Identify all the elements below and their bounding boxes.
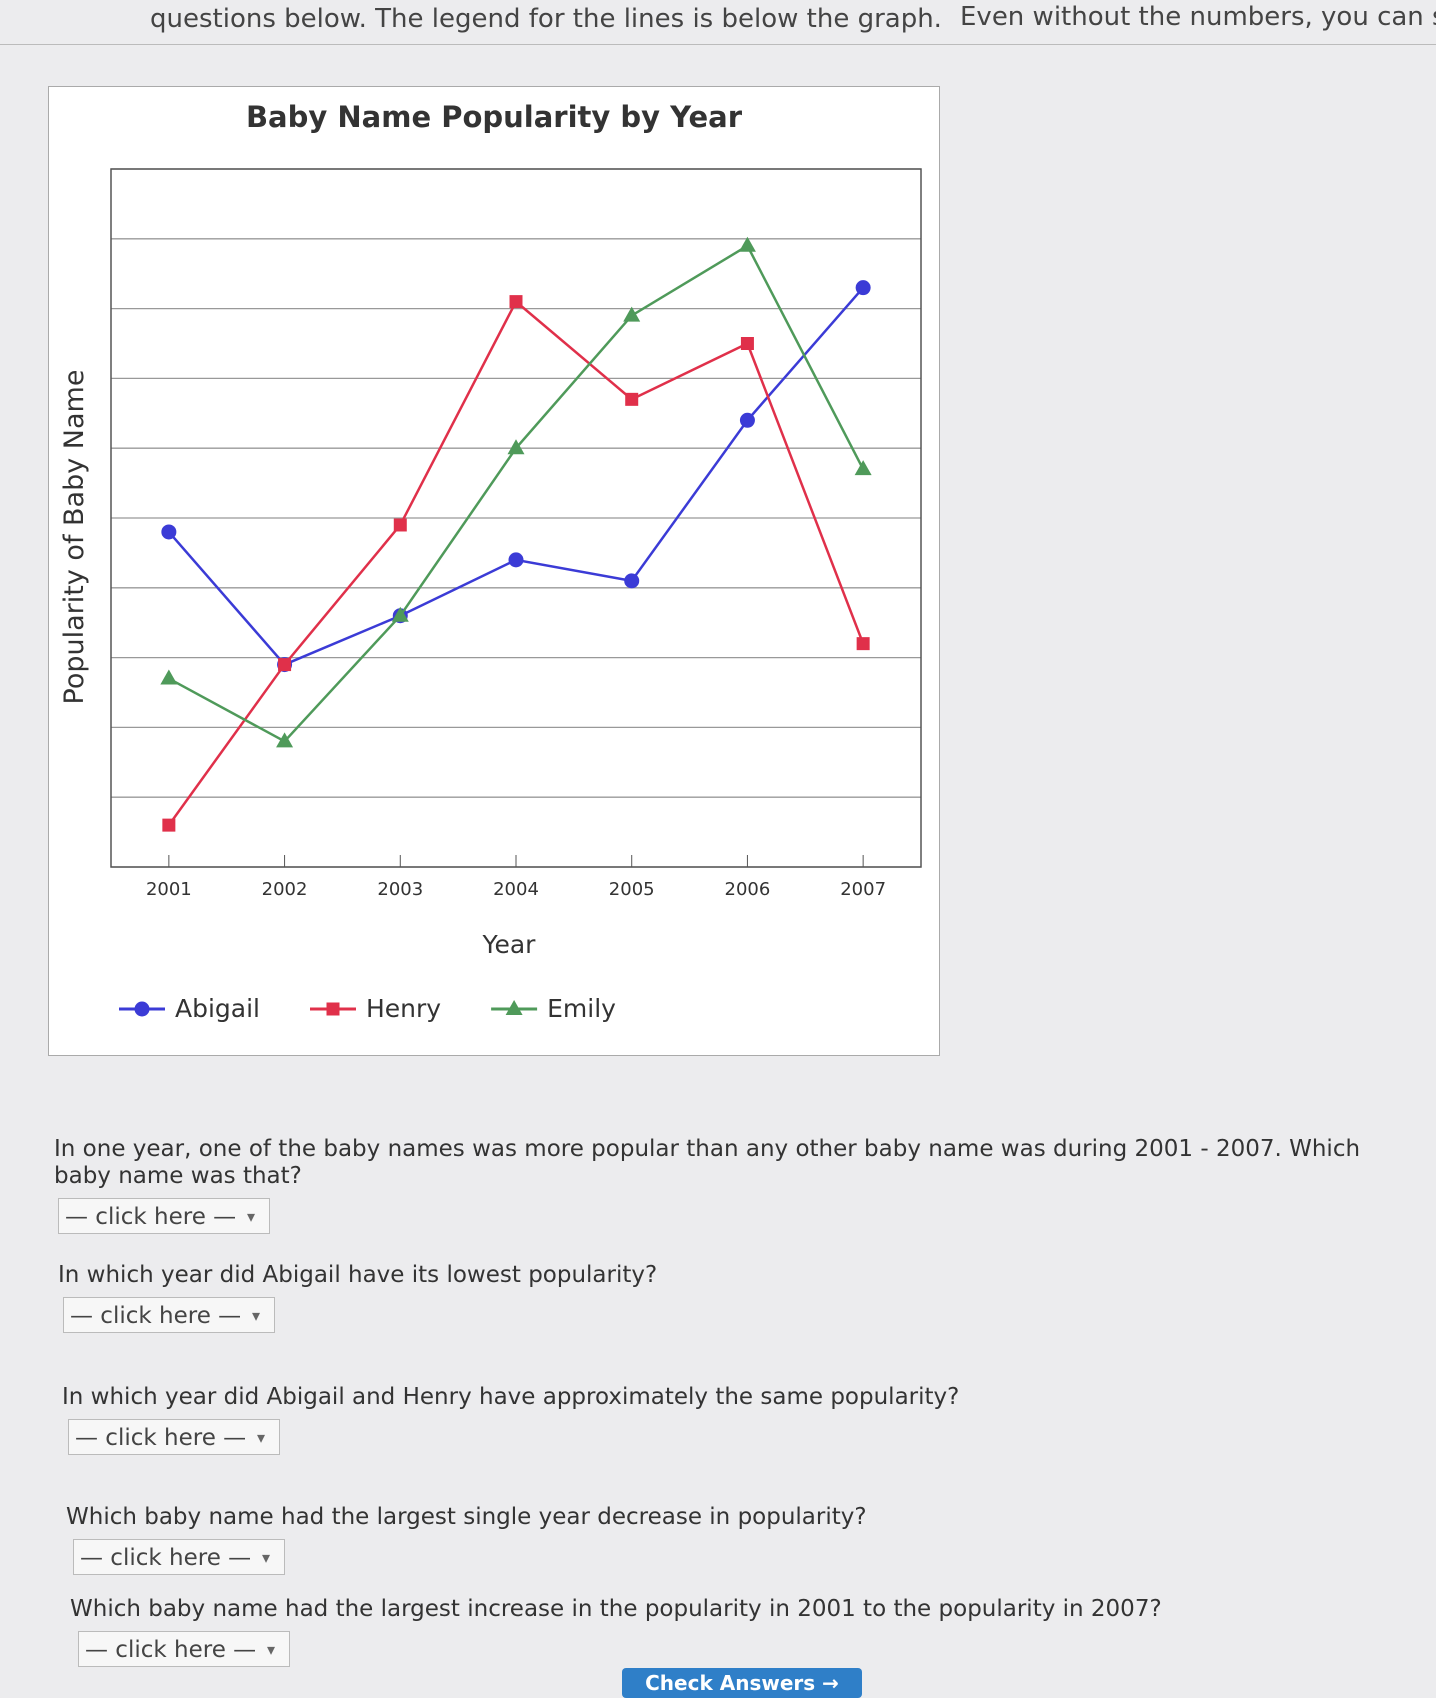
answer-dropdown[interactable]: — click here — (68, 1419, 280, 1456)
answer-dropdown[interactable]: — click here — (78, 1631, 290, 1668)
data-point (509, 295, 523, 309)
data-point (624, 573, 640, 589)
x-tick-label: 2003 (377, 879, 423, 900)
x-tick-label: 2007 (840, 879, 886, 900)
legend-marker (326, 1002, 340, 1016)
answer-dropdown[interactable]: — click here — (63, 1297, 275, 1334)
data-point (740, 337, 754, 350)
data-point (623, 306, 641, 322)
question: Which baby name had the largest single y… (66, 1504, 867, 1530)
data-point (162, 818, 176, 832)
data-point (161, 524, 177, 540)
data-point (160, 669, 178, 685)
check-answers-button[interactable]: Check Answers → (622, 1668, 862, 1698)
series-line (167, 286, 865, 667)
question: Which baby name had the largest increase… (70, 1596, 1162, 1622)
question: In one year, one of the baby names was m… (54, 1136, 1361, 1189)
chart-title: Baby Name Popularity by Year (246, 100, 743, 134)
x-axis-label: Year (482, 930, 537, 959)
legend: Abigail Henry Emily (119, 994, 616, 1023)
y-axis-label: Popularity of Baby Name (59, 370, 90, 705)
data-point (855, 280, 871, 296)
legend-marker (505, 1000, 523, 1015)
legend-entry: Abigail (119, 994, 260, 1023)
x-tick-label: 2006 (725, 879, 771, 900)
legend-label: Henry (366, 994, 441, 1023)
question: In which year did Abigail and Henry have… (62, 1384, 960, 1410)
legend-entry: Henry (310, 994, 441, 1023)
x-tick-label: 2004 (493, 879, 539, 900)
legend-marker (134, 1001, 150, 1017)
data-point (625, 392, 639, 406)
answer-dropdown[interactable]: — click here — (58, 1198, 270, 1235)
series-line (168, 244, 865, 743)
data-point (739, 412, 755, 428)
data-point (854, 460, 872, 476)
question: In which year did Abigail have its lowes… (58, 1262, 658, 1288)
x-tick-label: 2001 (146, 879, 192, 900)
intro-text: questions below. The legend for the line… (150, 4, 942, 34)
data-point (507, 439, 525, 455)
answer-dropdown[interactable]: — click here — (73, 1539, 285, 1576)
legend-label: Abigail (175, 994, 260, 1023)
legend-label: Emily (547, 994, 616, 1023)
intro: questions below. The legend for the line… (0, 0, 1436, 45)
data-point (391, 606, 409, 622)
x-tick-label: 2005 (609, 879, 655, 900)
data-point (738, 236, 756, 252)
data-point (393, 518, 407, 532)
x-tick-label: 2002 (262, 879, 308, 900)
intro-text: Even without the numbers, you can sti (960, 2, 1436, 32)
data-point (856, 637, 870, 651)
data-point (276, 732, 294, 748)
legend-entry: Emily (491, 994, 616, 1023)
data-point (278, 658, 292, 672)
chart: Baby Name Popularity by Year Year Popula… (48, 86, 940, 1056)
data-point (508, 552, 524, 568)
